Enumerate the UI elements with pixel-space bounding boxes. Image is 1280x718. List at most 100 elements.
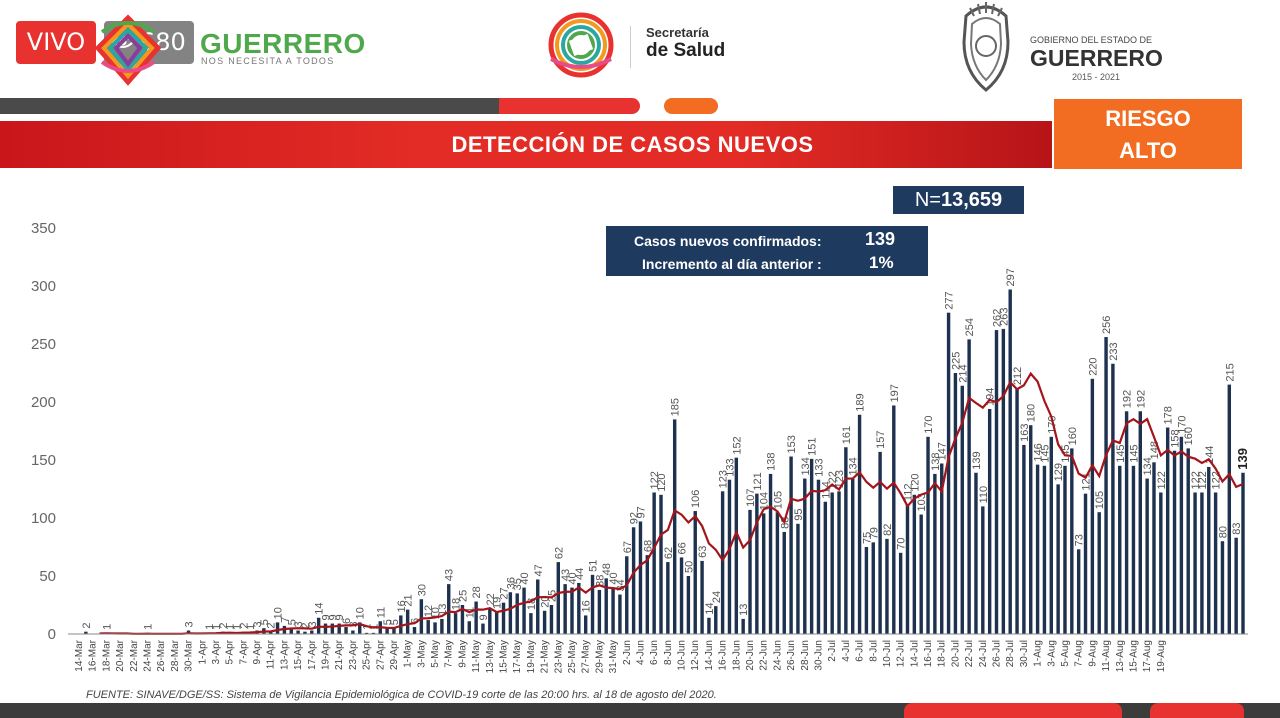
- bar: [720, 491, 725, 634]
- data-label: 262: [992, 309, 1004, 327]
- bar: [1227, 384, 1232, 634]
- x-axis: 14-Mar 16-Mar 18-Mar 20-Mar 22-Mar 24-Mar 26-M…: [74, 639, 1167, 673]
- data-label: 138: [930, 453, 942, 471]
- total-value: 13,659: [940, 189, 1003, 211]
- data-label: 75: [861, 532, 873, 544]
- x-tick-label: 13-Apr: [279, 639, 290, 670]
- data-label: 14: [704, 603, 716, 615]
- info-confirmed-value: 139: [865, 229, 896, 249]
- x-tick-label: 8-Jun: [663, 640, 674, 665]
- data-label: 139: [971, 451, 983, 469]
- bar: [1029, 425, 1033, 634]
- data-label: 95: [793, 509, 805, 521]
- x-tick-label: 25-May: [567, 640, 578, 673]
- x-tick-label: 1-Apr: [197, 639, 208, 664]
- y-tick-label: 100: [31, 510, 56, 527]
- bar: [494, 611, 499, 634]
- data-label: 220: [1087, 357, 1099, 375]
- data-label: 123: [718, 470, 730, 488]
- bar: [830, 492, 834, 634]
- data-label: 82: [882, 524, 894, 536]
- ministry-label-line2: de Salud: [646, 40, 726, 61]
- y-tick-label: 0: [48, 626, 56, 643]
- x-tick-label: 6-Jul: [855, 640, 866, 662]
- y-axis: 0 50 100 150 200 250 300 350: [31, 220, 56, 643]
- y-tick-label: 150: [31, 452, 56, 469]
- data-label: 134: [848, 457, 860, 475]
- bar: [583, 615, 588, 634]
- x-tick-label: 30-Jun: [813, 640, 824, 671]
- data-label: 67: [622, 541, 634, 553]
- bar: [933, 473, 937, 634]
- x-tick-label: 16-Jun: [718, 640, 729, 671]
- bar: [892, 405, 896, 634]
- data-label: 160: [1183, 427, 1195, 445]
- data-label: 12: [423, 605, 435, 617]
- x-tick-label: 14-Mar: [74, 639, 85, 671]
- x-tick-label: 19-Aug: [1156, 640, 1167, 672]
- x-tick-label: 28-Jun: [800, 640, 811, 671]
- data-label: 62: [553, 547, 565, 559]
- data-label: 3: [252, 621, 264, 627]
- data-label: 160: [1067, 427, 1079, 445]
- data-label: 106: [690, 490, 702, 508]
- x-tick-label: 7-Apr: [238, 639, 249, 664]
- guerrero-logo-icon: [94, 14, 162, 86]
- x-tick-label: 18-Jun: [731, 640, 742, 671]
- data-label: 36: [505, 577, 517, 589]
- bar: [926, 436, 930, 634]
- x-tick-label: 26-Mar: [156, 639, 167, 671]
- bar: [1138, 411, 1142, 634]
- data-label: 145: [1115, 444, 1127, 462]
- bar: [563, 584, 567, 634]
- x-tick-label: 27-May: [581, 640, 592, 673]
- data-label: 158: [1170, 429, 1182, 447]
- x-tick-label: 15-Apr: [293, 639, 304, 670]
- bar: [577, 582, 581, 634]
- data-label: 161: [841, 426, 853, 444]
- data-label: 256: [1101, 316, 1113, 334]
- government-term: 2015 - 2021: [1072, 72, 1121, 82]
- bar: [1234, 537, 1238, 634]
- bar: [1076, 549, 1081, 634]
- data-label: 1: [225, 624, 237, 630]
- bar: [782, 531, 786, 634]
- data-label: 122: [1197, 471, 1209, 489]
- data-label: 277: [944, 291, 956, 309]
- data-label: 11: [375, 607, 387, 618]
- bar: [714, 606, 718, 634]
- bar: [1118, 465, 1122, 634]
- total-cases-box: N=13,659: [893, 186, 1024, 214]
- bar: [823, 501, 828, 634]
- bar: [405, 609, 410, 634]
- x-tick-label: 30-Jul: [1019, 640, 1030, 667]
- data-label: 73: [1074, 534, 1086, 546]
- bar: [604, 578, 608, 634]
- data-label: 105: [1094, 491, 1106, 509]
- x-tick-label: 24-Mar: [142, 639, 153, 671]
- bar: [412, 627, 417, 634]
- data-label: 47: [533, 564, 545, 576]
- data-label: 2: [266, 623, 278, 629]
- data-label: 24: [711, 591, 723, 603]
- data-label: 120: [909, 473, 921, 491]
- data-label: 138: [766, 453, 778, 471]
- data-label: 145: [1128, 444, 1140, 462]
- bar: [1179, 436, 1184, 634]
- bar-series: [84, 289, 1245, 634]
- x-tick-label: 8-Jul: [868, 640, 879, 662]
- bar: [679, 557, 684, 634]
- data-label: 1: [245, 624, 257, 630]
- x-tick-label: 9-May: [457, 640, 468, 668]
- data-label: 152: [731, 436, 743, 454]
- data-label: 92: [629, 512, 641, 524]
- bar: [303, 631, 307, 634]
- bar: [871, 542, 875, 634]
- data-label: 6: [410, 618, 422, 624]
- bar: [1145, 478, 1149, 634]
- x-tick-label: 9-Apr: [252, 639, 263, 664]
- data-label: 1: [211, 624, 223, 630]
- bar: [755, 493, 759, 634]
- x-tick-label: 30-Mar: [184, 639, 195, 671]
- decorative-dark-bar: [0, 98, 500, 114]
